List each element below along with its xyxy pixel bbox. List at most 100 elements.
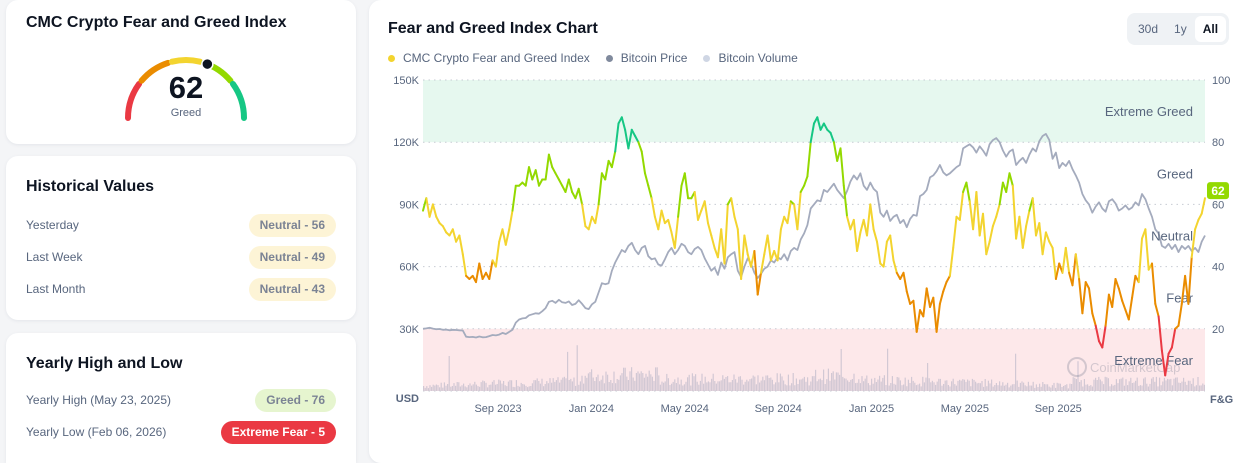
fear-greed-segment bbox=[723, 203, 729, 265]
y-right-tick-label: 80 bbox=[1212, 137, 1224, 149]
volume-bar bbox=[671, 383, 673, 391]
volume-bar bbox=[851, 379, 853, 391]
fear-greed-segment bbox=[740, 234, 746, 280]
volume-bar bbox=[832, 371, 834, 391]
fear-greed-segment bbox=[1187, 256, 1193, 305]
volume-bar bbox=[640, 371, 642, 391]
volume-bar bbox=[935, 384, 937, 391]
volume-bar bbox=[624, 367, 626, 391]
fear-greed-segment bbox=[799, 184, 806, 193]
volume-bar bbox=[944, 380, 946, 391]
fear-greed-segment bbox=[660, 209, 666, 225]
volume-bar bbox=[746, 379, 748, 391]
volume-bar bbox=[819, 378, 821, 391]
y-right-tick-label: 40 bbox=[1212, 262, 1224, 274]
fear-greed-segment bbox=[1121, 299, 1127, 312]
fear-greed-segment bbox=[435, 215, 441, 225]
volume-bar bbox=[687, 377, 689, 391]
legend-fear-greed[interactable]: CMC Crypto Fear and Greed Index bbox=[388, 51, 590, 65]
fear-greed-segment bbox=[766, 234, 772, 262]
fear-greed-segment bbox=[1038, 222, 1044, 256]
fear-greed-chart[interactable]: 150K 120K 90K 60K 30K USD 100 80 60 40 20 F&G Sep 20… bbox=[369, 0, 1248, 463]
legend-bitcoin-price[interactable]: Bitcoin Price bbox=[605, 51, 687, 65]
legend-label: CMC Crypto Fear and Greed Index bbox=[403, 51, 590, 65]
volume-bar bbox=[475, 384, 477, 391]
volume-bar bbox=[706, 382, 708, 391]
volume-bar bbox=[1125, 379, 1127, 391]
legend-label: Bitcoin Volume bbox=[718, 51, 798, 65]
volume-bar bbox=[1165, 380, 1167, 391]
volume-bar bbox=[983, 386, 985, 391]
fear-greed-gauge: 62 Greed bbox=[116, 46, 256, 126]
range-tab-all[interactable]: All bbox=[1194, 16, 1227, 42]
volume-bar bbox=[1119, 379, 1121, 391]
volume-bar bbox=[888, 385, 890, 391]
volume-bar bbox=[485, 382, 487, 391]
volume-bar bbox=[528, 386, 530, 391]
range-tab-1y[interactable]: 1y bbox=[1174, 22, 1187, 36]
volume-bar bbox=[695, 374, 697, 391]
volume-bar bbox=[1059, 383, 1061, 391]
fear-greed-segment bbox=[925, 287, 931, 308]
volume-bar bbox=[896, 377, 898, 391]
volume-bar bbox=[551, 382, 553, 391]
volume-bar bbox=[864, 378, 866, 391]
volume-bar bbox=[1003, 385, 1005, 391]
y-left-tick-label: 150K bbox=[393, 75, 419, 87]
current-value-badge-bg bbox=[1207, 182, 1229, 200]
fear-greed-segment bbox=[1157, 315, 1163, 352]
volume-bar bbox=[861, 376, 863, 391]
volume-bar bbox=[506, 386, 508, 391]
volume-bar bbox=[552, 378, 554, 391]
volume-bar bbox=[1139, 385, 1141, 391]
volume-bar bbox=[709, 382, 711, 391]
volume-bar bbox=[1154, 381, 1156, 391]
historical-badge: Neutral - 56 bbox=[248, 213, 336, 237]
volume-bar bbox=[1103, 384, 1105, 391]
fear-greed-segment bbox=[779, 215, 786, 231]
fear-greed-segment bbox=[428, 203, 434, 218]
range-tab-30d[interactable]: 30d bbox=[1138, 22, 1159, 36]
range-tabs: 30d 1y All bbox=[1127, 13, 1230, 45]
fear-greed-segment bbox=[577, 187, 584, 206]
fear-greed-segment bbox=[905, 290, 912, 305]
volume-bar bbox=[730, 382, 732, 391]
volume-bar bbox=[682, 385, 684, 391]
legend-dot-icon bbox=[388, 54, 395, 62]
volume-bar bbox=[655, 367, 657, 391]
fear-greed-segment bbox=[988, 225, 994, 243]
fear-greed-segment bbox=[975, 191, 981, 237]
fear-greed-segment bbox=[1018, 215, 1024, 249]
volume-bar bbox=[872, 383, 874, 391]
volume-bar bbox=[763, 380, 765, 391]
volume-bar bbox=[800, 379, 802, 391]
volume-bar bbox=[1011, 384, 1013, 391]
volume-bar bbox=[666, 373, 668, 391]
x-tick-label: Sep 2024 bbox=[755, 403, 802, 415]
volume-bar bbox=[1048, 386, 1050, 391]
volume-bar bbox=[922, 376, 924, 391]
volume-bar bbox=[595, 377, 597, 391]
fear-greed-segment bbox=[693, 191, 699, 221]
volume-bar bbox=[635, 373, 637, 391]
volume-bar bbox=[757, 375, 759, 391]
volume-bar bbox=[533, 380, 535, 391]
volume-bar bbox=[1136, 377, 1138, 391]
volume-bar bbox=[461, 385, 463, 391]
fear-greed-segment bbox=[856, 231, 862, 252]
historical-row-yesterday: Yesterday Neutral - 56 bbox=[26, 213, 336, 237]
fear-greed-segment bbox=[872, 228, 878, 243]
volume-bar bbox=[584, 375, 586, 391]
volume-bar bbox=[1128, 381, 1130, 391]
volume-bar bbox=[474, 381, 476, 391]
volume-bar bbox=[429, 385, 431, 391]
volume-bar bbox=[490, 384, 492, 391]
legend-bitcoin-volume[interactable]: Bitcoin Volume bbox=[703, 51, 798, 65]
volume-bar bbox=[752, 375, 754, 391]
volume-bar bbox=[691, 373, 693, 391]
volume-bar bbox=[1077, 361, 1079, 391]
fear-greed-segment bbox=[650, 197, 656, 218]
volume-bar bbox=[951, 381, 953, 391]
y-left-tick-label: 30K bbox=[399, 324, 419, 336]
volume-bar bbox=[1200, 385, 1202, 391]
